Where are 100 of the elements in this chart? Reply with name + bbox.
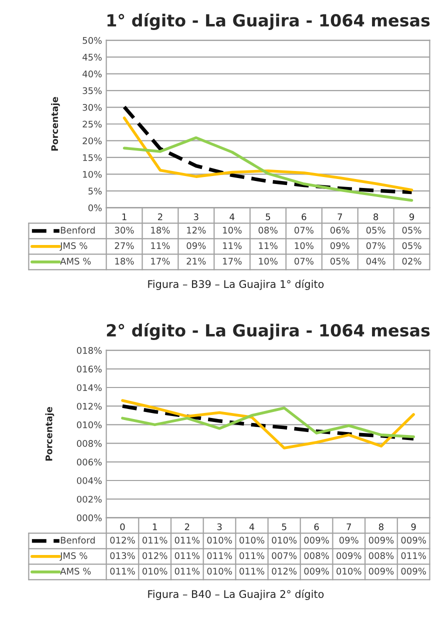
y-tick-label: 35% bbox=[82, 87, 102, 94]
x-tick-label: 0 bbox=[120, 523, 125, 530]
y-tick-label: 5% bbox=[88, 188, 102, 195]
data-label: 11% bbox=[151, 242, 170, 250]
x-tick-label: 3 bbox=[194, 213, 198, 220]
x-tick-label: 5 bbox=[282, 524, 286, 530]
data-label: 011% bbox=[174, 568, 200, 575]
data-label: 12% bbox=[187, 226, 206, 234]
data-label: 18% bbox=[115, 258, 134, 265]
line-series bbox=[121, 399, 415, 450]
data-label: 011% bbox=[240, 552, 264, 560]
data-label: 05% bbox=[402, 226, 422, 234]
data-label: 012% bbox=[110, 536, 135, 544]
line-series bbox=[122, 136, 414, 202]
data-label: 27% bbox=[114, 242, 134, 250]
line-series bbox=[122, 105, 414, 194]
data-label: 010% bbox=[240, 536, 264, 544]
data-label: 17% bbox=[223, 258, 242, 265]
legend-label: JMS % bbox=[60, 242, 88, 251]
data-label: 011% bbox=[401, 552, 426, 560]
x-tick-label: 8 bbox=[374, 213, 378, 220]
y-tick-label: 15% bbox=[83, 154, 102, 162]
data-label: 18% bbox=[151, 226, 170, 234]
data-label: 07% bbox=[366, 242, 386, 250]
x-tick-label: 6 bbox=[302, 213, 306, 220]
y-tick-label: 0% bbox=[88, 204, 102, 212]
text: Figura – B40 – La Guajira 2° dígito bbox=[148, 590, 324, 600]
y-tick-label: 50% bbox=[82, 37, 102, 44]
data-label: 010% bbox=[207, 568, 232, 575]
x-tick-label: 3 bbox=[217, 523, 222, 530]
legend-label: JMS % bbox=[60, 552, 88, 561]
data-label: 07% bbox=[294, 258, 314, 265]
data-label: 02% bbox=[402, 258, 422, 265]
y-tick-label: 016% bbox=[76, 366, 102, 372]
data-label: 06% bbox=[330, 226, 350, 234]
y-tick-label: 40% bbox=[82, 70, 102, 78]
x-tick-label: 9 bbox=[409, 213, 414, 220]
x-tick-label: 2 bbox=[184, 523, 190, 530]
x-tick-label: 7 bbox=[338, 214, 342, 220]
y-tick-label: 012% bbox=[76, 402, 102, 410]
x-tick-label: 4 bbox=[249, 524, 254, 530]
y-tick-label: 45% bbox=[82, 54, 102, 61]
data-label: 009% bbox=[401, 536, 426, 544]
y-tick-label: 014% bbox=[76, 384, 102, 392]
data-label: 17% bbox=[151, 258, 170, 265]
data-label: 05% bbox=[330, 258, 350, 265]
data-label: 011% bbox=[174, 552, 200, 560]
data-label: 07% bbox=[294, 226, 314, 234]
data-label: 009% bbox=[304, 568, 329, 575]
data-label: 012% bbox=[142, 552, 168, 560]
legend-label: Benford bbox=[60, 536, 95, 544]
y-tick-label: 10% bbox=[83, 170, 102, 178]
data-label: 011% bbox=[174, 536, 200, 544]
data-label: 009% bbox=[368, 568, 394, 575]
x-tick-label: 4 bbox=[230, 214, 234, 220]
y-tick-label: 008% bbox=[76, 440, 102, 447]
x-tick-label: 1 bbox=[122, 214, 126, 220]
y-tick-label: 000% bbox=[76, 514, 102, 522]
data-label: 10% bbox=[294, 242, 314, 250]
data-label: 011% bbox=[110, 568, 135, 575]
x-tick-label: 7 bbox=[346, 524, 351, 530]
chart-title: 1° dígito - La Guajira - 1064 mesas bbox=[108, 13, 430, 30]
data-label: 09% bbox=[186, 242, 206, 250]
data-label: 11% bbox=[223, 242, 242, 250]
y-tick-label: 002% bbox=[76, 496, 102, 503]
data-label: 09% bbox=[339, 536, 358, 544]
data-label: 009% bbox=[336, 552, 362, 560]
data-label: 30% bbox=[114, 226, 134, 234]
data-label: 011% bbox=[142, 536, 168, 544]
data-label: 007% bbox=[272, 552, 297, 560]
y-tick-label: 25% bbox=[82, 120, 102, 128]
y-tick-label: 010% bbox=[76, 421, 102, 428]
data-label: 11% bbox=[258, 242, 278, 250]
y-tick-label: 20% bbox=[82, 137, 102, 144]
data-label: 010% bbox=[207, 536, 232, 544]
y-tick-label: 004% bbox=[76, 477, 102, 484]
data-label: 008% bbox=[368, 552, 394, 560]
data-label: 05% bbox=[366, 226, 386, 234]
chart-title: 2° dígito - La Guajira - 1064 mesas bbox=[106, 323, 430, 340]
data-label: 05% bbox=[402, 242, 422, 250]
data-label: 10% bbox=[223, 226, 242, 234]
data-label: 009% bbox=[304, 536, 329, 544]
y-axis-title: Porcentaje bbox=[45, 407, 54, 461]
legend-label: AMS % bbox=[60, 568, 91, 575]
data-label: 10% bbox=[258, 258, 278, 265]
legend-label: AMS % bbox=[60, 258, 91, 265]
legend-label: Benford bbox=[60, 226, 95, 234]
y-tick-label: 006% bbox=[76, 458, 102, 466]
line-series bbox=[122, 116, 414, 192]
y-tick-label: 30% bbox=[82, 104, 102, 111]
data-label: 009% bbox=[401, 568, 426, 575]
y-tick-label: 018% bbox=[76, 347, 102, 354]
x-tick-label: 9 bbox=[411, 523, 416, 530]
data-label: 04% bbox=[366, 258, 386, 265]
data-label: 012% bbox=[272, 568, 297, 575]
data-label: 010% bbox=[336, 568, 362, 575]
data-label: 008% bbox=[304, 552, 329, 560]
x-tick-label: 8 bbox=[378, 523, 384, 530]
y-axis-title: Porcentaje bbox=[51, 97, 60, 151]
data-label: 21% bbox=[186, 258, 206, 265]
